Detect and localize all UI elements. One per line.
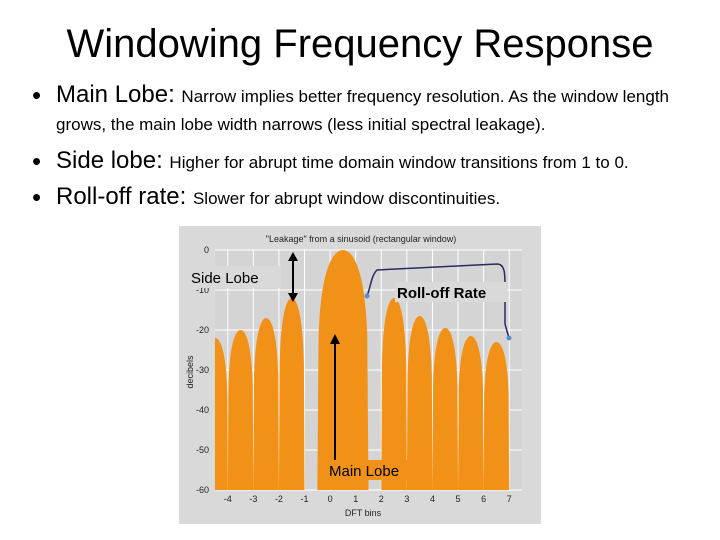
bullet-desc: Higher for abrupt time domain window tra… — [169, 153, 629, 172]
lobe — [432, 328, 459, 490]
bullet-term: Roll-off rate: — [56, 183, 193, 210]
bullet-dot: • — [32, 80, 42, 110]
x-tick-label: -3 — [249, 494, 257, 504]
side-lobe-label-bg — [189, 266, 281, 288]
bullet-main-lobe: • Main Lobe: Narrow implies better frequ… — [32, 78, 712, 138]
x-tick-label: 6 — [481, 494, 486, 504]
y-tick-label: -40 — [196, 405, 209, 415]
bullet-dot: • — [32, 146, 42, 176]
y-tick-label: -60 — [196, 485, 209, 495]
x-tick-label: 0 — [328, 494, 333, 504]
lobe — [483, 342, 510, 490]
y-axis-label: decibels — [185, 355, 195, 389]
bullet-side-lobe: • Side lobe: Higher for abrupt time doma… — [32, 144, 712, 178]
side-lobe-arrowhead-down — [288, 293, 298, 302]
x-tick-label: -4 — [224, 494, 232, 504]
x-tick-label: -1 — [301, 494, 309, 504]
y-tick-labels: 0 -10 -20 -30 -40 -50 -60 — [196, 245, 209, 495]
lobe — [253, 318, 279, 490]
x-axis-label: DFT bins — [345, 508, 382, 518]
lobe — [317, 250, 369, 490]
lobe — [381, 298, 407, 490]
bullet-list: • Main Lobe: Narrow implies better frequ… — [32, 78, 712, 214]
x-tick-label: 4 — [430, 494, 435, 504]
y-tick-label: -30 — [196, 365, 209, 375]
x-tick-label: -2 — [275, 494, 283, 504]
x-tick-label: 1 — [353, 494, 358, 504]
y-tick-label: -10 — [196, 285, 209, 295]
bullet-term: Main Lobe: — [56, 81, 182, 108]
y-tick-label: 0 — [204, 245, 209, 255]
roll-off-label: Roll-off Rate — [397, 285, 486, 302]
chart-title: "Leakage" from a sinusoid (rectangular w… — [266, 234, 457, 244]
lobe — [215, 338, 228, 490]
roll-off-dot-end — [506, 335, 512, 341]
side-lobe-arrowhead-up — [288, 252, 298, 261]
main-lobe-label-bg — [327, 460, 415, 480]
side-lobe-label: Side Lobe — [191, 270, 259, 287]
bullet-dot: • — [32, 182, 42, 212]
bullet-desc: Slower for abrupt window discontinuities… — [192, 189, 501, 208]
slide-title: Windowing Frequency Response — [66, 22, 654, 66]
bullet-desc: Narrow implies better frequency resoluti… — [56, 87, 670, 134]
main-lobe-label: Main Lobe — [329, 463, 399, 480]
y-tick-label: -50 — [196, 445, 209, 455]
lobe — [406, 316, 433, 490]
x-tick-label: 3 — [404, 494, 409, 504]
lobe — [227, 330, 254, 490]
leakage-chart-svg: 0-10-20-30-40-50-60 -4 -3 -2 -1 0 1 2 3 4 5 6 7 "Le… — [179, 226, 541, 524]
bullet-term: Side lobe: — [56, 147, 170, 174]
lobe — [278, 298, 305, 490]
y-tick-label: -20 — [196, 325, 209, 335]
x-tick-label: 7 — [507, 494, 512, 504]
x-tick-label: 2 — [379, 494, 384, 504]
lobe — [458, 336, 484, 490]
leakage-chart: 0 -10 -20 -30 -40 -50 -60 -4 -3 -2 -1 0 1 2 3 4 5 6 7 "Le… — [179, 226, 541, 524]
roll-off-dot-start — [364, 293, 370, 299]
roll-off-label-bg — [395, 282, 507, 302]
x-tick-label: 5 — [456, 494, 461, 504]
bullet-roll-off: • Roll-off rate: Slower for abrupt windo… — [32, 180, 712, 214]
main-lobe-arrowhead — [330, 334, 340, 344]
chart-lobes — [215, 250, 510, 490]
x-tick-labels: -4 -3 -2 -1 0 1 2 3 4 5 6 7 — [224, 494, 512, 504]
